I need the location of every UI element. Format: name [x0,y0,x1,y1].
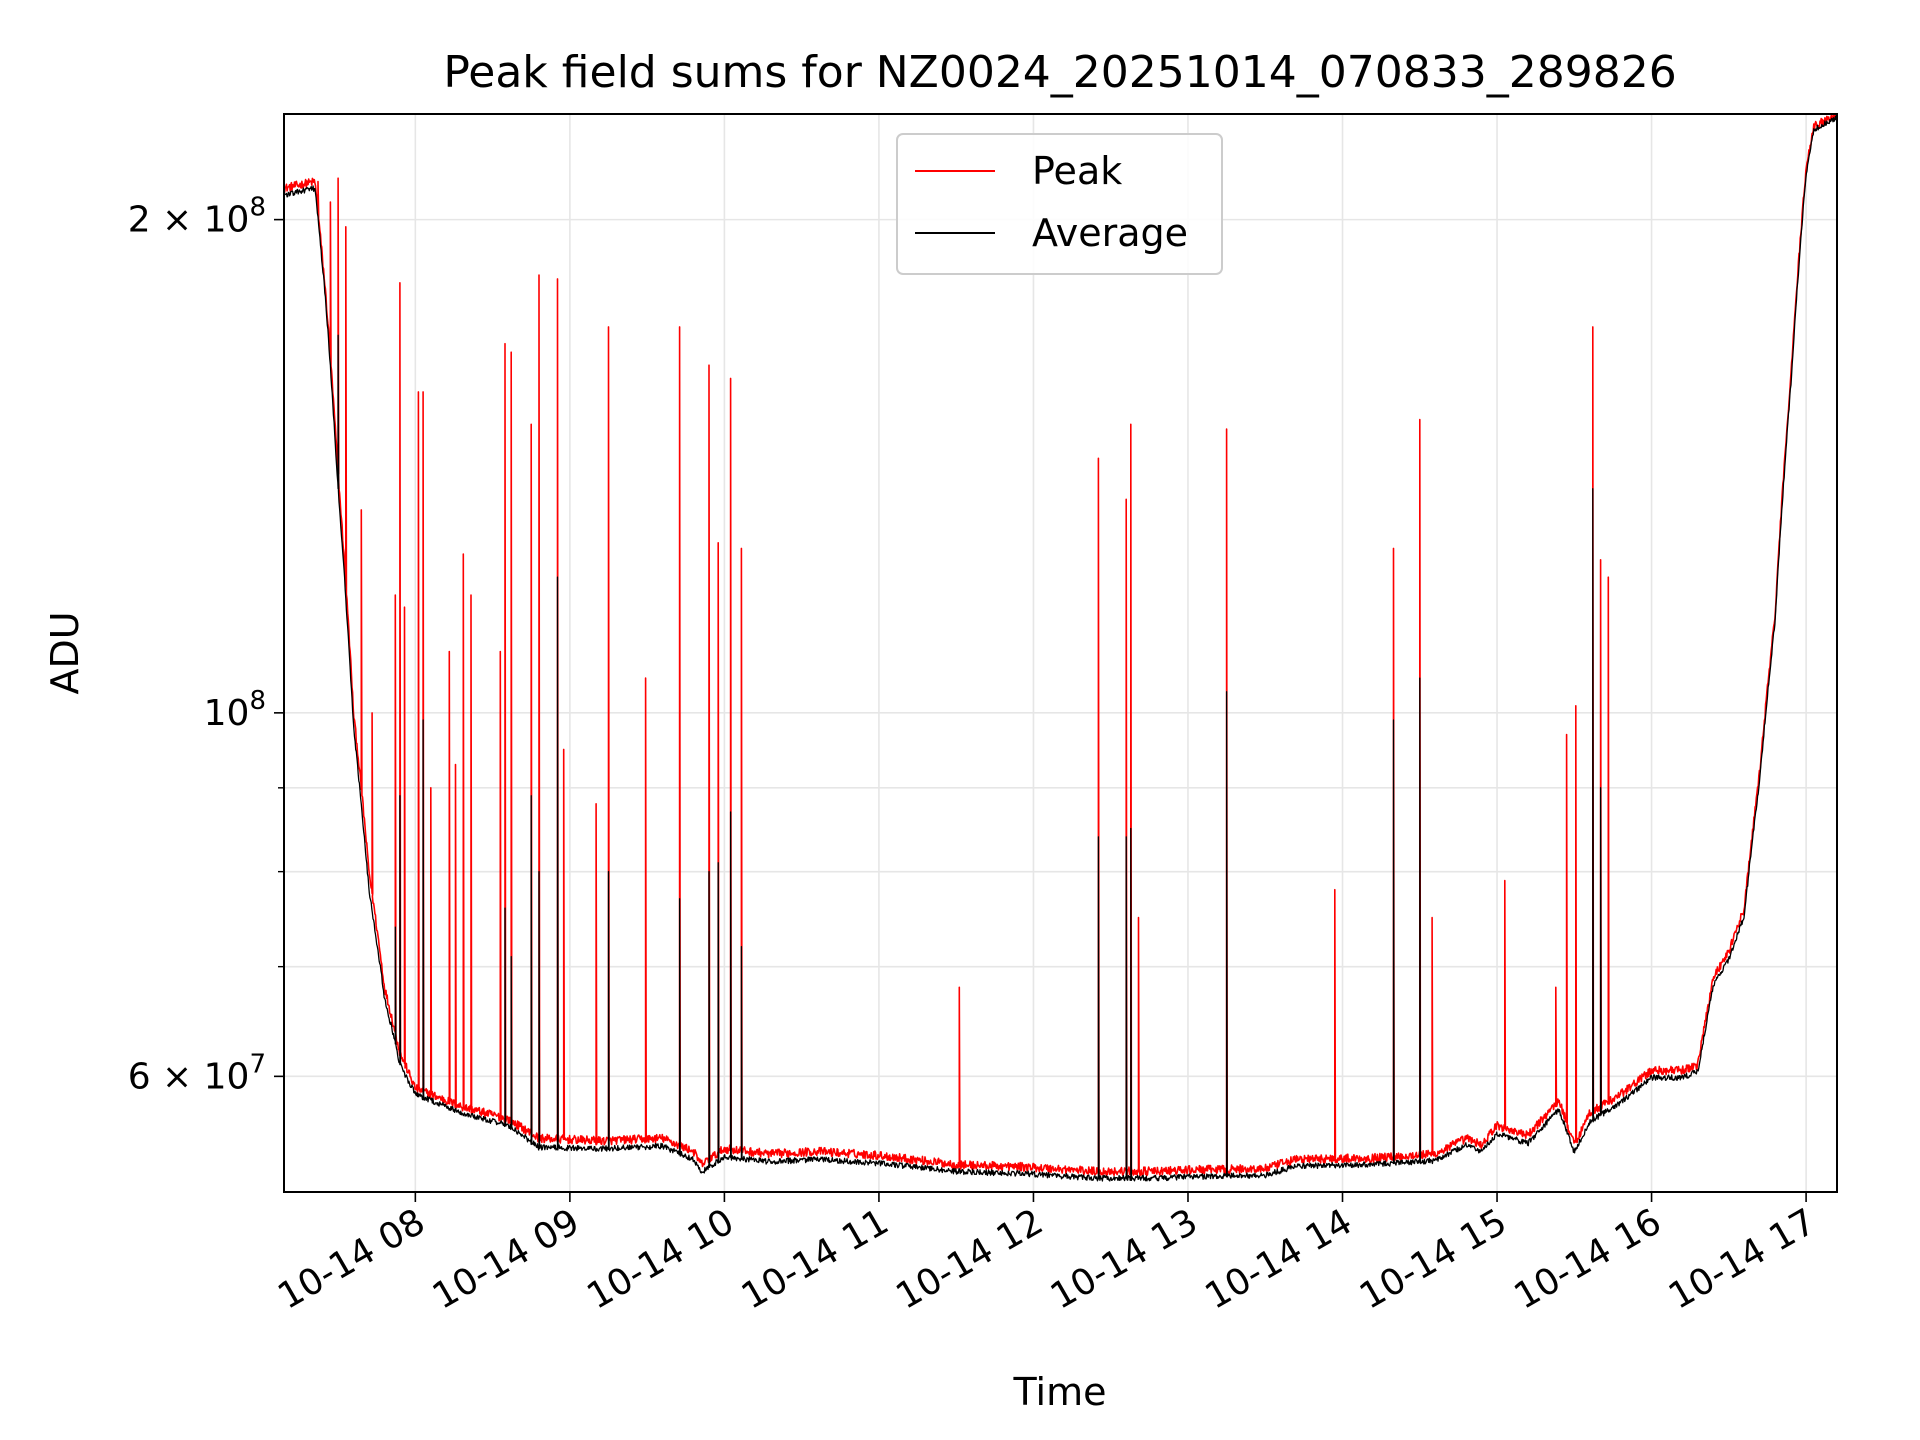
y-tick-label: 6 × 107 [128,1049,266,1097]
legend-label-average: Average [1032,211,1188,255]
x-axis-label: Time [1013,1370,1107,1414]
series-layer [284,114,1837,1182]
legend-box [896,133,1223,275]
chart-title: Peak field sums for NZ0024_20251014_0708… [443,47,1676,98]
legend: Peak Average [896,133,1223,275]
series-line-average [284,115,1837,1182]
y-axis: 6 × 107 108 2 × 108 [128,193,284,1097]
series-line-peak [284,114,1837,1177]
legend-label-peak: Peak [1032,149,1122,193]
y-axis-label: ADU [43,611,87,694]
gridlines [284,114,1837,1192]
y-tick-label: 108 [204,686,266,734]
plot-frame [283,113,1838,1193]
y-tick-label: 2 × 108 [128,193,266,241]
